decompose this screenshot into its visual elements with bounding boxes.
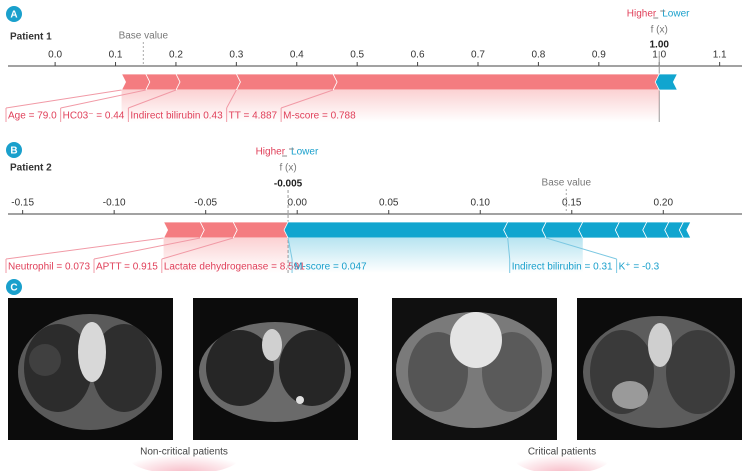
feature-label: K⁺ = -0.3 (619, 262, 660, 273)
feature-connector (280, 89, 334, 109)
higher-label: Higher (256, 147, 286, 158)
tick-label: 0.6 (411, 50, 425, 61)
panel-badge (6, 6, 22, 22)
lower-label: Lower (662, 9, 690, 20)
feature-label: HC03⁻ = 0.44 (63, 111, 125, 122)
fx-label: f (x) (279, 163, 296, 174)
feature-connector (93, 237, 201, 260)
direction-arrows (282, 148, 295, 157)
group-label: Critical patients (528, 447, 596, 458)
feature-label: Indirect bilirubin = 0.31 (512, 262, 613, 273)
ct-image (577, 298, 742, 440)
panel-letter: B (10, 146, 17, 157)
label-shade (163, 238, 289, 273)
positive-segment (120, 73, 151, 91)
higher-label: Higher (627, 9, 657, 20)
feature-connector (161, 237, 234, 260)
fx-label: f (x) (651, 25, 668, 36)
patient-title: Patient 2 (10, 163, 52, 174)
base-value-label: Base value (542, 178, 592, 189)
positive-segment (235, 73, 338, 91)
tick-label: 0.8 (531, 50, 545, 61)
tick-label: 0.1 (109, 50, 123, 61)
positive-segment (199, 221, 238, 239)
feature-label: APTT = 0.915 (96, 262, 158, 273)
negative-segment (578, 221, 621, 239)
feature-label: Age = 79.0 (8, 111, 57, 122)
feature-label: TT = 4.887 (229, 111, 278, 122)
tick-label: 0.4 (290, 50, 304, 61)
tick-label: -0.10 (103, 198, 126, 209)
tick-label: 0.00 (287, 198, 307, 209)
tick-label: -0.05 (194, 198, 217, 209)
feature-connector (226, 89, 237, 109)
direction-arrows (653, 10, 666, 19)
ct-image (193, 298, 358, 440)
positive-segment (162, 221, 205, 239)
tick-label: 0.10 (471, 198, 491, 209)
tick-label: 0.0 (48, 50, 62, 61)
ct-image (8, 298, 173, 440)
panel-badge (6, 279, 22, 295)
negative-segment (503, 221, 547, 239)
panel-letter: A (10, 10, 17, 21)
negative-segment (283, 221, 509, 239)
tick-label: 0.9 (592, 50, 606, 61)
negative-segment (678, 221, 692, 239)
feature-connector (287, 237, 293, 260)
tick-label: 1.1 (713, 50, 727, 61)
positive-segment (332, 73, 664, 91)
panel-badge (6, 142, 22, 158)
base-value-label: Base value (119, 31, 169, 42)
tick-label: 0.05 (379, 198, 399, 209)
feature-label: Lactate dehydrogenase = 8.591 (164, 262, 305, 273)
panel-letter: C (10, 283, 17, 294)
feature-connector (128, 89, 177, 109)
feature-label: Indirect bilirubin 0.43 (130, 111, 223, 122)
feature-connector (546, 237, 617, 260)
feature-connector (507, 237, 511, 260)
positive-segment (175, 73, 241, 91)
feature-label: M-score = 0.788 (283, 111, 356, 122)
tick-label: 0.2 (169, 50, 183, 61)
group-label: Non-critical patients (140, 447, 228, 458)
lower-label: Lower (291, 147, 319, 158)
feature-connector (60, 89, 146, 109)
feature-connector (5, 237, 164, 260)
positive-segment (232, 221, 293, 239)
label-shade (288, 238, 583, 273)
feature-connector (5, 89, 122, 109)
tick-label: 0.15 (562, 198, 582, 209)
tick-label: 0.3 (229, 50, 243, 61)
feature-label: M-score = 0.047 (294, 262, 367, 273)
fx-value: 1.00 (650, 40, 670, 51)
tick-label: 0.5 (350, 50, 364, 61)
fx-value: -0.005 (274, 179, 303, 190)
feature-label: Neutrophil = 0.073 (8, 262, 90, 273)
ct-image (392, 298, 557, 440)
tick-label: 0.7 (471, 50, 485, 61)
negative-segment (541, 221, 584, 239)
label-shade (121, 90, 660, 122)
positive-segment (145, 73, 181, 91)
tick-label: 0.20 (654, 198, 674, 209)
ct-images (8, 298, 742, 474)
patient-title: Patient 1 (10, 32, 52, 43)
negative-segment (614, 221, 648, 239)
tick-label: -0.15 (11, 198, 34, 209)
negative-segment (654, 73, 679, 91)
